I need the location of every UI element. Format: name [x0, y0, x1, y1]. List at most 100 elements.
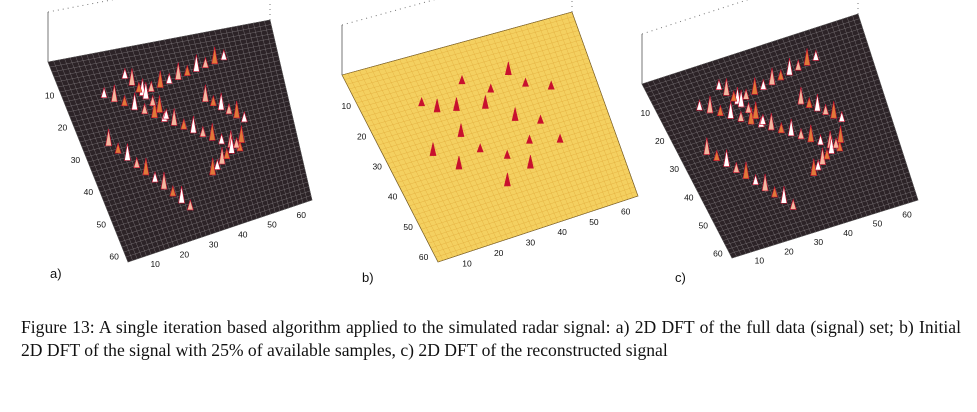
peak [121, 94, 128, 107]
y-tick-label: 50 [699, 220, 709, 230]
peak [178, 185, 185, 204]
peak [193, 54, 200, 72]
peak [217, 92, 225, 111]
peak [742, 88, 750, 100]
peak [822, 103, 829, 115]
x-tick-label: 60 [296, 210, 306, 220]
peak [165, 72, 173, 84]
peak [149, 94, 157, 106]
peak [151, 100, 158, 119]
y-tick-label: 20 [655, 136, 665, 146]
peak [209, 157, 217, 176]
peak [742, 161, 750, 179]
peaks [100, 46, 248, 211]
peak [727, 101, 735, 119]
peak [131, 92, 138, 111]
panel-label-c: c) [675, 270, 686, 285]
peak [225, 102, 233, 115]
peak [190, 115, 197, 134]
peak [737, 110, 745, 122]
peak [823, 148, 831, 160]
tick-labels: 10 20 30 40 50 60 10 20 30 40 50 60 [641, 108, 912, 265]
peak [828, 136, 835, 154]
y-tick-label: 10 [45, 90, 55, 100]
panel-label-a: a) [50, 266, 62, 281]
peak [780, 186, 788, 204]
peaks [418, 61, 564, 187]
panel-b: 10 20 30 40 50 60 10 20 30 40 50 60 b) [330, 0, 650, 290]
peak [458, 74, 466, 85]
peak [487, 83, 495, 93]
peak [819, 147, 826, 165]
peak [797, 87, 805, 105]
peak [503, 172, 511, 187]
peak [771, 185, 778, 198]
y-tick-label: 30 [670, 164, 680, 174]
axis-box [47, 0, 271, 62]
figure-13: 10 20 30 40 50 60 10 20 30 40 50 60 a) 10 20 30 40 50 60… [0, 0, 919, 290]
peak [837, 125, 844, 143]
peak [228, 136, 236, 154]
x-tick-label: 50 [589, 217, 599, 227]
peak [124, 143, 131, 161]
peak [142, 157, 150, 176]
peak [147, 80, 155, 92]
peak [457, 123, 465, 137]
peak [527, 155, 534, 169]
peak [807, 124, 815, 143]
x-tick-label: 10 [150, 259, 160, 269]
x-tick-label: 20 [494, 248, 504, 258]
tick-labels: 10 20 30 40 50 60 10 20 30 40 50 60 [45, 90, 306, 269]
peak [169, 185, 177, 197]
peak [211, 46, 218, 65]
peak [213, 158, 221, 170]
peak [794, 59, 802, 71]
peak [240, 110, 248, 123]
peak [803, 48, 811, 66]
panel-a: 10 20 30 40 50 60 10 20 30 40 50 60 a) [0, 0, 330, 290]
peak [209, 94, 217, 107]
x-tick-label: 30 [209, 239, 219, 249]
peak [223, 147, 231, 159]
surface-mesh [47, 19, 313, 263]
x-tick-label: 50 [267, 220, 277, 230]
peak [812, 49, 820, 61]
peak [759, 78, 767, 90]
peak [220, 48, 228, 61]
peak [723, 78, 730, 96]
x-tick-label: 10 [755, 256, 765, 266]
y-tick-label: 40 [84, 187, 94, 197]
peak [218, 147, 226, 165]
peak [114, 142, 122, 154]
x-tick-label: 60 [621, 206, 631, 216]
y-tick-label: 20 [357, 131, 367, 141]
peak [805, 96, 813, 108]
peak [547, 80, 555, 90]
x-tick-label: 40 [557, 227, 567, 237]
x-tick-label: 60 [902, 210, 912, 220]
x-tick-label: 20 [784, 246, 794, 256]
peak [180, 118, 188, 130]
peak [723, 149, 730, 167]
peak [814, 159, 822, 171]
y-tick-label: 40 [684, 192, 694, 202]
peak [151, 170, 159, 183]
peak [745, 101, 752, 114]
y-tick-label: 10 [341, 101, 351, 111]
peak [162, 108, 170, 120]
x-tick-label: 30 [814, 237, 824, 247]
y-tick-label: 60 [109, 252, 119, 262]
figure-caption: Figure 13: A single iteration based algo… [21, 317, 961, 360]
peak [786, 58, 793, 76]
peak [110, 84, 118, 103]
peak [522, 77, 529, 87]
axis-box [641, 0, 859, 84]
peak [752, 173, 760, 186]
panel-label-b: b) [362, 270, 374, 285]
peak [832, 137, 840, 149]
peak [476, 143, 484, 153]
surface-plot-c: 10 20 30 40 50 60 10 20 30 40 50 60 [641, 0, 919, 266]
peak [761, 173, 769, 192]
peak [732, 161, 740, 173]
peak [696, 99, 703, 111]
